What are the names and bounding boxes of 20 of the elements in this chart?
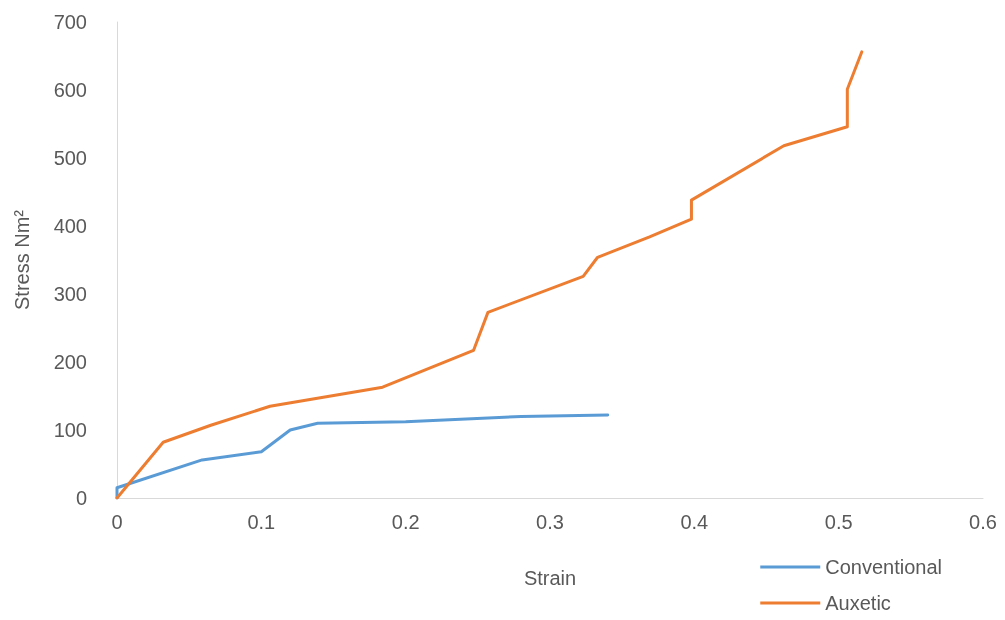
y-tick-label: 600 xyxy=(53,79,87,101)
x-tick-label: 0 xyxy=(111,511,123,533)
x-tick-label: 0.3 xyxy=(536,511,564,533)
y-axis-title: Stress Nm² xyxy=(11,209,33,310)
x-tick-label: 0.1 xyxy=(247,511,276,533)
y-tick-label: 100 xyxy=(53,419,87,441)
x-tick-label: 0.5 xyxy=(824,511,853,533)
y-tick-label: 0 xyxy=(75,487,87,509)
legend-label: Auxetic xyxy=(825,592,891,614)
y-tick-label: 700 xyxy=(53,11,87,33)
y-tick-label: 200 xyxy=(53,351,87,373)
x-axis-title: Strain xyxy=(523,567,577,589)
legend-label: Conventional xyxy=(825,556,942,578)
y-tick-label: 500 xyxy=(53,147,87,169)
line-series xyxy=(115,50,864,500)
y-tick-label: 400 xyxy=(53,215,87,237)
y-tick-label: 300 xyxy=(53,283,87,305)
x-tick-label: 0.4 xyxy=(680,511,709,533)
x-tick-label: 0.6 xyxy=(969,511,997,533)
x-tick-label: 0.2 xyxy=(391,511,420,533)
